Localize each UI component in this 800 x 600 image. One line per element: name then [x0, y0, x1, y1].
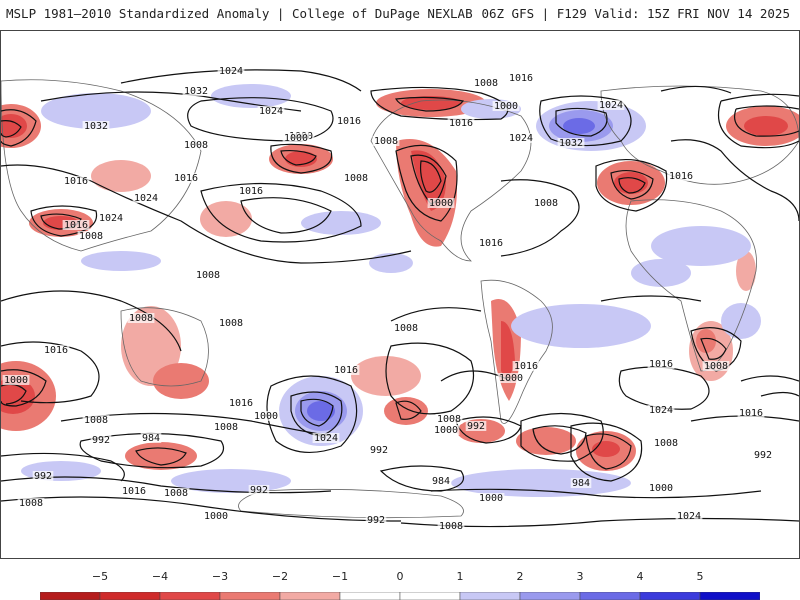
isobar-label: 1008 [437, 414, 461, 425]
isobar-label: 992 [467, 421, 485, 432]
isobar-label: 1008 [84, 415, 108, 426]
legend-swatch [40, 592, 101, 600]
isobar-label: 992 [250, 485, 268, 496]
legend-swatch [459, 592, 521, 600]
isobar-label: 1008 [219, 318, 243, 329]
legend-colorbar [40, 592, 760, 600]
isobar-label: 1008 [129, 313, 153, 324]
isobar-label: 1008 [534, 198, 558, 209]
isobar-labels: 1024100810161032102410161000102410001032… [2, 66, 774, 532]
isobar-label: 1016 [669, 171, 693, 182]
map-title: MSLP 1981–2010 Standardized Anomaly | Co… [6, 6, 473, 21]
isobar-label: 992 [92, 435, 110, 446]
continent-outlines [1, 79, 799, 519]
legend-tick-label: 5 [696, 570, 704, 583]
legend-tick-label: 2 [516, 570, 524, 583]
isobar-label: 1016 [44, 345, 68, 356]
isobar-label: 1008 [439, 521, 463, 532]
isobar-label: 1024 [134, 193, 158, 204]
legend-tick-label: −2 [271, 570, 289, 583]
isobar-label: 1016 [174, 173, 198, 184]
isobar-label: 1000 [284, 133, 308, 144]
isobar-label: 1016 [509, 73, 533, 84]
isobar-label: 1016 [64, 176, 88, 187]
isobar-label: 1008 [164, 488, 188, 499]
isobar-label: 1008 [214, 422, 238, 433]
isobar-label: 1016 [334, 365, 358, 376]
isobar-label: 984 [432, 476, 450, 487]
isobar-label: 1024 [599, 100, 623, 111]
legend-tick-label: −3 [211, 570, 229, 583]
isobar-label: 992 [34, 471, 52, 482]
legend-swatch [159, 592, 221, 600]
isobar-label: 1016 [337, 116, 361, 127]
legend-tick-label: −4 [151, 570, 169, 583]
isobar-label: 1016 [514, 361, 538, 372]
isobar-label: 992 [367, 515, 385, 526]
isobar-label: 1000 [649, 483, 673, 494]
isobar-label: 1008 [19, 498, 43, 509]
isobar-label: 1008 [196, 270, 220, 281]
legend-swatch [579, 592, 641, 600]
isobar-label: 1024 [677, 511, 701, 522]
header: MSLP 1981–2010 Standardized Anomaly | Co… [0, 0, 800, 30]
isobar-label: 1008 [654, 438, 678, 449]
isobar-label: 1024 [219, 66, 243, 77]
isobar-label: 984 [572, 478, 590, 489]
legend-swatch [399, 592, 461, 600]
legend-tick-label: 4 [636, 570, 644, 583]
legend-tick-label: −1 [331, 570, 349, 583]
isobar-label: 1016 [739, 408, 763, 419]
isobar-label: 1000 [434, 425, 458, 436]
isobar-label: 1000 [479, 493, 503, 504]
isobar-label: 1016 [449, 118, 473, 129]
legend-tick-label: 0 [396, 570, 404, 583]
model-run-info: 06Z GFS | F129 Valid: 15Z FRI NOV 14 202… [481, 6, 790, 21]
legend-tick-label: 1 [456, 570, 464, 583]
isobar-label: 1000 [4, 375, 28, 386]
isobar-label: 1016 [479, 238, 503, 249]
anomaly-map[interactable]: 1024100810161032102410161000102410001032… [0, 30, 800, 559]
isobar-label: 1024 [649, 405, 673, 416]
isobar-label: 1024 [259, 106, 283, 117]
isobar-label: 1008 [374, 136, 398, 147]
isobar-label: 984 [142, 433, 160, 444]
isobar-label: 1016 [649, 359, 673, 370]
isobar-contours [1, 69, 799, 528]
isobar-label: 1008 [474, 78, 498, 89]
legend-swatch [279, 592, 341, 600]
isobar-label: 1016 [229, 398, 253, 409]
legend-swatch [339, 592, 401, 600]
isobar-label: 1016 [64, 220, 88, 231]
isobar-label: 1008 [344, 173, 368, 184]
legend-swatch [519, 592, 581, 600]
isobar-label: 1008 [394, 323, 418, 334]
isobar-label: 1016 [122, 486, 146, 497]
isobar-label: 1008 [704, 361, 728, 372]
isobar-label: 1024 [314, 433, 338, 444]
isobar-label: 992 [754, 450, 772, 461]
isobar-label: 1016 [239, 186, 263, 197]
color-legend: −5 −4 −3 −2 −1 0 1 2 3 4 5 [0, 570, 800, 600]
isobar-label: 992 [370, 445, 388, 456]
isobar-label: 1008 [184, 140, 208, 151]
isobar-label: 1000 [499, 373, 523, 384]
isobar-label: 1000 [494, 101, 518, 112]
map-canvas: 1024100810161032102410161000102410001032… [1, 66, 799, 532]
isobar-label: 1032 [84, 121, 108, 132]
legend-swatch [219, 592, 281, 600]
isobar-label: 1024 [99, 213, 123, 224]
legend-swatch [639, 592, 701, 600]
isobar-label: 1024 [509, 133, 533, 144]
isobar-label: 1000 [254, 411, 278, 422]
isobar-label: 1000 [204, 511, 228, 522]
isobar-label: 1032 [559, 138, 583, 149]
isobar-label: 1000 [429, 198, 453, 209]
legend-tick-label: −5 [91, 570, 109, 583]
legend-tick-label: 3 [576, 570, 584, 583]
legend-swatch [699, 592, 760, 600]
legend-swatch [99, 592, 161, 600]
isobar-label: 1032 [184, 86, 208, 97]
isobar-label: 1008 [79, 231, 103, 242]
